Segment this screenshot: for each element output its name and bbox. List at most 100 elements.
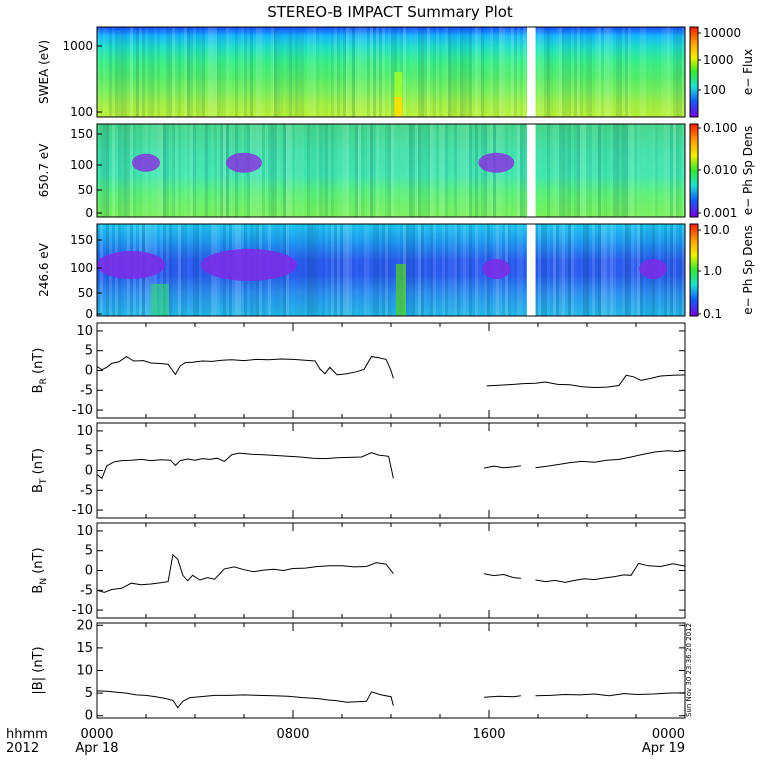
bright-feature [394, 92, 403, 117]
panel-frame [96, 422, 686, 519]
spectrogram-pad650: 150 100 50 0 650.7 eV 0.100 0.010 0.001 e− Ph Sp… [37, 121, 755, 220]
series-line [96, 452, 394, 480]
colorbar-tick-label: 10.0 [703, 223, 730, 237]
ytick-label: 150 [70, 233, 93, 247]
colorbar-label: e− Ph Sp Dens [741, 225, 755, 314]
spectrogram-image [97, 27, 685, 117]
ytick-label: -5 [80, 583, 93, 598]
pad-enhancement [482, 258, 511, 279]
x-axis-labels: hhmm 0000 0800 1600 0000 2012 Apr 18 Apr… [6, 727, 685, 756]
pad-enhancement [639, 258, 668, 279]
pad-enhancement [226, 152, 262, 173]
pad-enhancement [97, 250, 166, 279]
panel-ylabel: 246.6 eV [37, 242, 51, 297]
spectrogram-swea: 1000 100 SWEA (eV) 10000 1000 100 e− Flux [37, 26, 755, 119]
data-gap [526, 123, 536, 218]
x-label-0800: 0800 [276, 727, 309, 742]
colorbar-tick-label: 0.1 [703, 307, 722, 321]
ytick-label: 0 [85, 464, 93, 479]
colorbar-tick-label: 0.010 [703, 163, 737, 177]
colorbar [689, 123, 699, 218]
ytick-label: 5 [85, 344, 93, 359]
panel-frame [96, 26, 686, 118]
series-line [486, 374, 686, 389]
colorbar [689, 223, 699, 317]
pad-enhancement [395, 264, 406, 316]
line-panel-BT: 10 5 0 -5 -10 BT (nT) [31, 422, 686, 519]
x-label-apr19: Apr 19 [642, 741, 685, 756]
x-label-apr18: Apr 18 [75, 741, 118, 756]
ytick-label: 15 [76, 641, 93, 656]
ytick-label: 0 [85, 564, 93, 579]
bright-feature [394, 72, 403, 97]
series-line [484, 465, 521, 469]
series-line [484, 695, 521, 698]
series-line [96, 356, 394, 379]
ytick-label: 50 [78, 286, 93, 300]
ytick-label: 150 [70, 127, 93, 141]
colorbar-tick-label: 1000 [703, 53, 734, 67]
ytick-label: -10 [72, 503, 93, 518]
ytick-label: 100 [70, 105, 93, 119]
panel-ylabel: BR (nT) [31, 348, 49, 394]
colorbar-tick-label: 1.0 [703, 264, 722, 278]
series-line [96, 553, 394, 593]
panel-ylabel: BN (nT) [31, 547, 49, 593]
ytick-label: 0 [85, 709, 93, 724]
colorbar-label: e− Flux [741, 49, 755, 95]
ytick-label: 100 [70, 261, 93, 275]
x-label-hhmm: hhmm [6, 727, 48, 742]
ytick-label: 1000 [62, 39, 93, 53]
ytick-label: 100 [70, 158, 93, 172]
data-gap [526, 26, 536, 118]
magnetic-field-panels: 10 5 0 -5 -10 BR (nT) 10 5 0 -5 -10 BT (nT) 10 5 0 -5 -1… [31, 322, 686, 724]
timestamp-note: Sun Nov 30 23:36:20 2012 [685, 623, 693, 717]
ytick-label: -10 [72, 603, 93, 618]
ytick-label: 10 [76, 664, 93, 679]
x-label-year: 2012 [6, 741, 39, 756]
ytick-label: -5 [80, 483, 93, 498]
spectrogram-image [97, 124, 685, 217]
spectrogram-pad246: 150 100 50 0 246.6 eV 10.0 1.0 0.1 e− Ph Sp Dens [37, 223, 755, 321]
colorbar-tick-label: 0.100 [703, 121, 737, 135]
pad-enhancement [478, 152, 515, 173]
panel-ylabel: BT (nT) [31, 448, 49, 493]
ytick-label: 50 [78, 183, 93, 197]
x-label-0000-start: 0000 [80, 727, 113, 742]
ytick-label: 5 [85, 544, 93, 559]
panel-ylabel: SWEA (eV) [37, 40, 51, 104]
series-line [96, 690, 394, 709]
ytick-label: 5 [85, 686, 93, 701]
ytick-label: 0 [85, 206, 93, 220]
ytick-label: 0 [85, 364, 93, 379]
panel-ylabel: 650.7 eV [37, 143, 51, 198]
ytick-label: 5 [85, 444, 93, 459]
x-label-1600: 1600 [472, 727, 505, 742]
data-gap [526, 223, 536, 317]
line-panel-BR: 10 5 0 -5 -10 BR (nT) [31, 322, 686, 419]
series-line [484, 573, 521, 579]
line-panel-Bmag: 20 15 10 5 0 |B| (nT) [31, 618, 686, 724]
pad-enhancement [132, 153, 160, 172]
ytick-label: -10 [72, 403, 93, 418]
ytick-label: -5 [80, 383, 93, 398]
ytick-label: 0 [85, 307, 93, 321]
pad-enhancement [150, 284, 169, 316]
ytick-label: 20 [76, 618, 93, 633]
plot-title: STEREO-B IMPACT Summary Plot [267, 3, 513, 21]
series-line [535, 449, 686, 469]
ytick-label: 10 [76, 424, 93, 439]
panel-frame [96, 123, 686, 218]
colorbar-tick-label: 0.001 [703, 206, 737, 220]
panel-frame [96, 223, 686, 317]
series-line [535, 692, 686, 697]
ytick-label: 10 [76, 324, 93, 339]
colorbar-tick-label: 10000 [703, 26, 741, 40]
ytick-label: 10 [76, 524, 93, 539]
x-label-0000-end: 0000 [652, 727, 685, 742]
pad-enhancement [200, 248, 297, 281]
series-line [535, 562, 686, 583]
panel-ylabel: |B| (nT) [31, 646, 46, 694]
